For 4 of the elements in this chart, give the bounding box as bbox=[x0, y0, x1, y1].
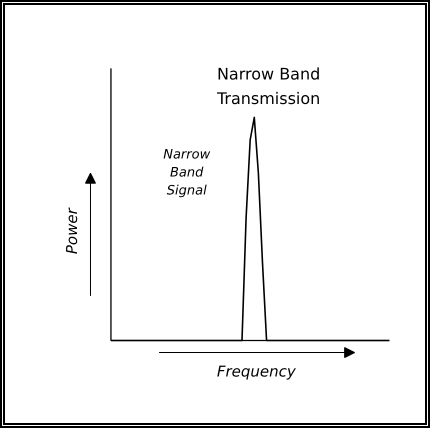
x-axis-title: Frequency bbox=[216, 362, 297, 381]
annotation: Narrow Band Signal bbox=[163, 148, 211, 199]
chart-title: Narrow Band Transmission bbox=[216, 64, 320, 108]
y-axis-title: Power bbox=[63, 207, 82, 254]
